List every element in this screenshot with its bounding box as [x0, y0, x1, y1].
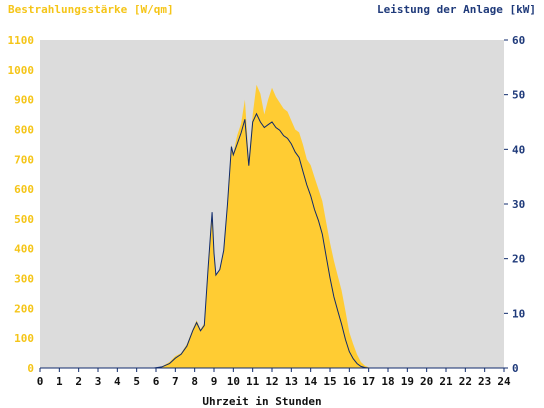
x-tick-label: 12	[265, 375, 278, 388]
x-tick-label: 0	[37, 375, 44, 388]
y-left-tick-label: 600	[14, 183, 34, 196]
x-tick-label: 4	[114, 375, 121, 388]
x-tick-label: 8	[191, 375, 198, 388]
y-left-tick-label: 300	[14, 273, 34, 286]
x-tick-label: 3	[95, 375, 102, 388]
x-tick-label: 15	[323, 375, 336, 388]
x-tick-label: 1	[56, 375, 63, 388]
y-left-tick-label: 1100	[8, 34, 35, 47]
x-tick-label: 9	[211, 375, 218, 388]
y-left-tick-label: 700	[14, 153, 34, 166]
x-tick-label: 11	[246, 375, 260, 388]
x-tick-label: 6	[153, 375, 160, 388]
y-right-tick-label: 0	[512, 362, 519, 375]
y-right-tick-label: 30	[512, 198, 525, 211]
left-axis-title: Bestrahlungsstärke [W/qm]	[8, 3, 174, 16]
x-tick-label: 13	[285, 375, 298, 388]
x-tick-label: 21	[439, 375, 453, 388]
y-left-tick-label: 900	[14, 94, 34, 107]
x-tick-label: 19	[401, 375, 414, 388]
right-axis-title: Leistung der Anlage [kW]	[377, 3, 536, 16]
x-tick-label: 17	[362, 375, 375, 388]
y-right-tick-label: 60	[512, 34, 525, 47]
x-tick-label: 2	[75, 375, 82, 388]
y-left-tick-label: 800	[14, 123, 34, 136]
x-tick-label: 16	[343, 375, 357, 388]
x-tick-label: 22	[459, 375, 472, 388]
y-right-tick-label: 10	[512, 307, 525, 320]
y-left-tick-label: 400	[14, 243, 34, 256]
y-right-tick-label: 40	[512, 143, 525, 156]
x-tick-label: 20	[420, 375, 433, 388]
y-right-tick-label: 20	[512, 253, 525, 266]
y-left-tick-label: 100	[14, 332, 34, 345]
x-tick-label: 14	[304, 375, 318, 388]
x-tick-label: 5	[133, 375, 140, 388]
x-tick-labels: 0 1 2 3 4 5 6 7 8 9 10 11 12 13 14 15 16 17 18 19 20 21 22 23 24	[37, 368, 511, 388]
x-tick-label: 7	[172, 375, 179, 388]
irradiance-area	[40, 84, 504, 368]
y-left-tick-label: 0	[27, 362, 34, 375]
x-tick-label: 10	[227, 375, 240, 388]
x-tick-label: 18	[381, 375, 394, 388]
y-left-tick-label: 1000	[8, 64, 35, 77]
x-tick-label: 23	[478, 375, 491, 388]
y-right-tick-label: 50	[512, 89, 525, 102]
y-left-tick-label: 500	[14, 213, 34, 226]
x-axis-title: Uhrzeit in Stunden	[202, 395, 321, 408]
x-tick-label: 24	[497, 375, 511, 388]
y-left-tick-label: 200	[14, 302, 34, 315]
y-right-tick-labels: 0 10 20 30 40 50 60	[504, 34, 525, 375]
y-left-tick-labels: 0 100 200 300 400 500 600 700 800 900 1000 1100	[8, 34, 35, 375]
